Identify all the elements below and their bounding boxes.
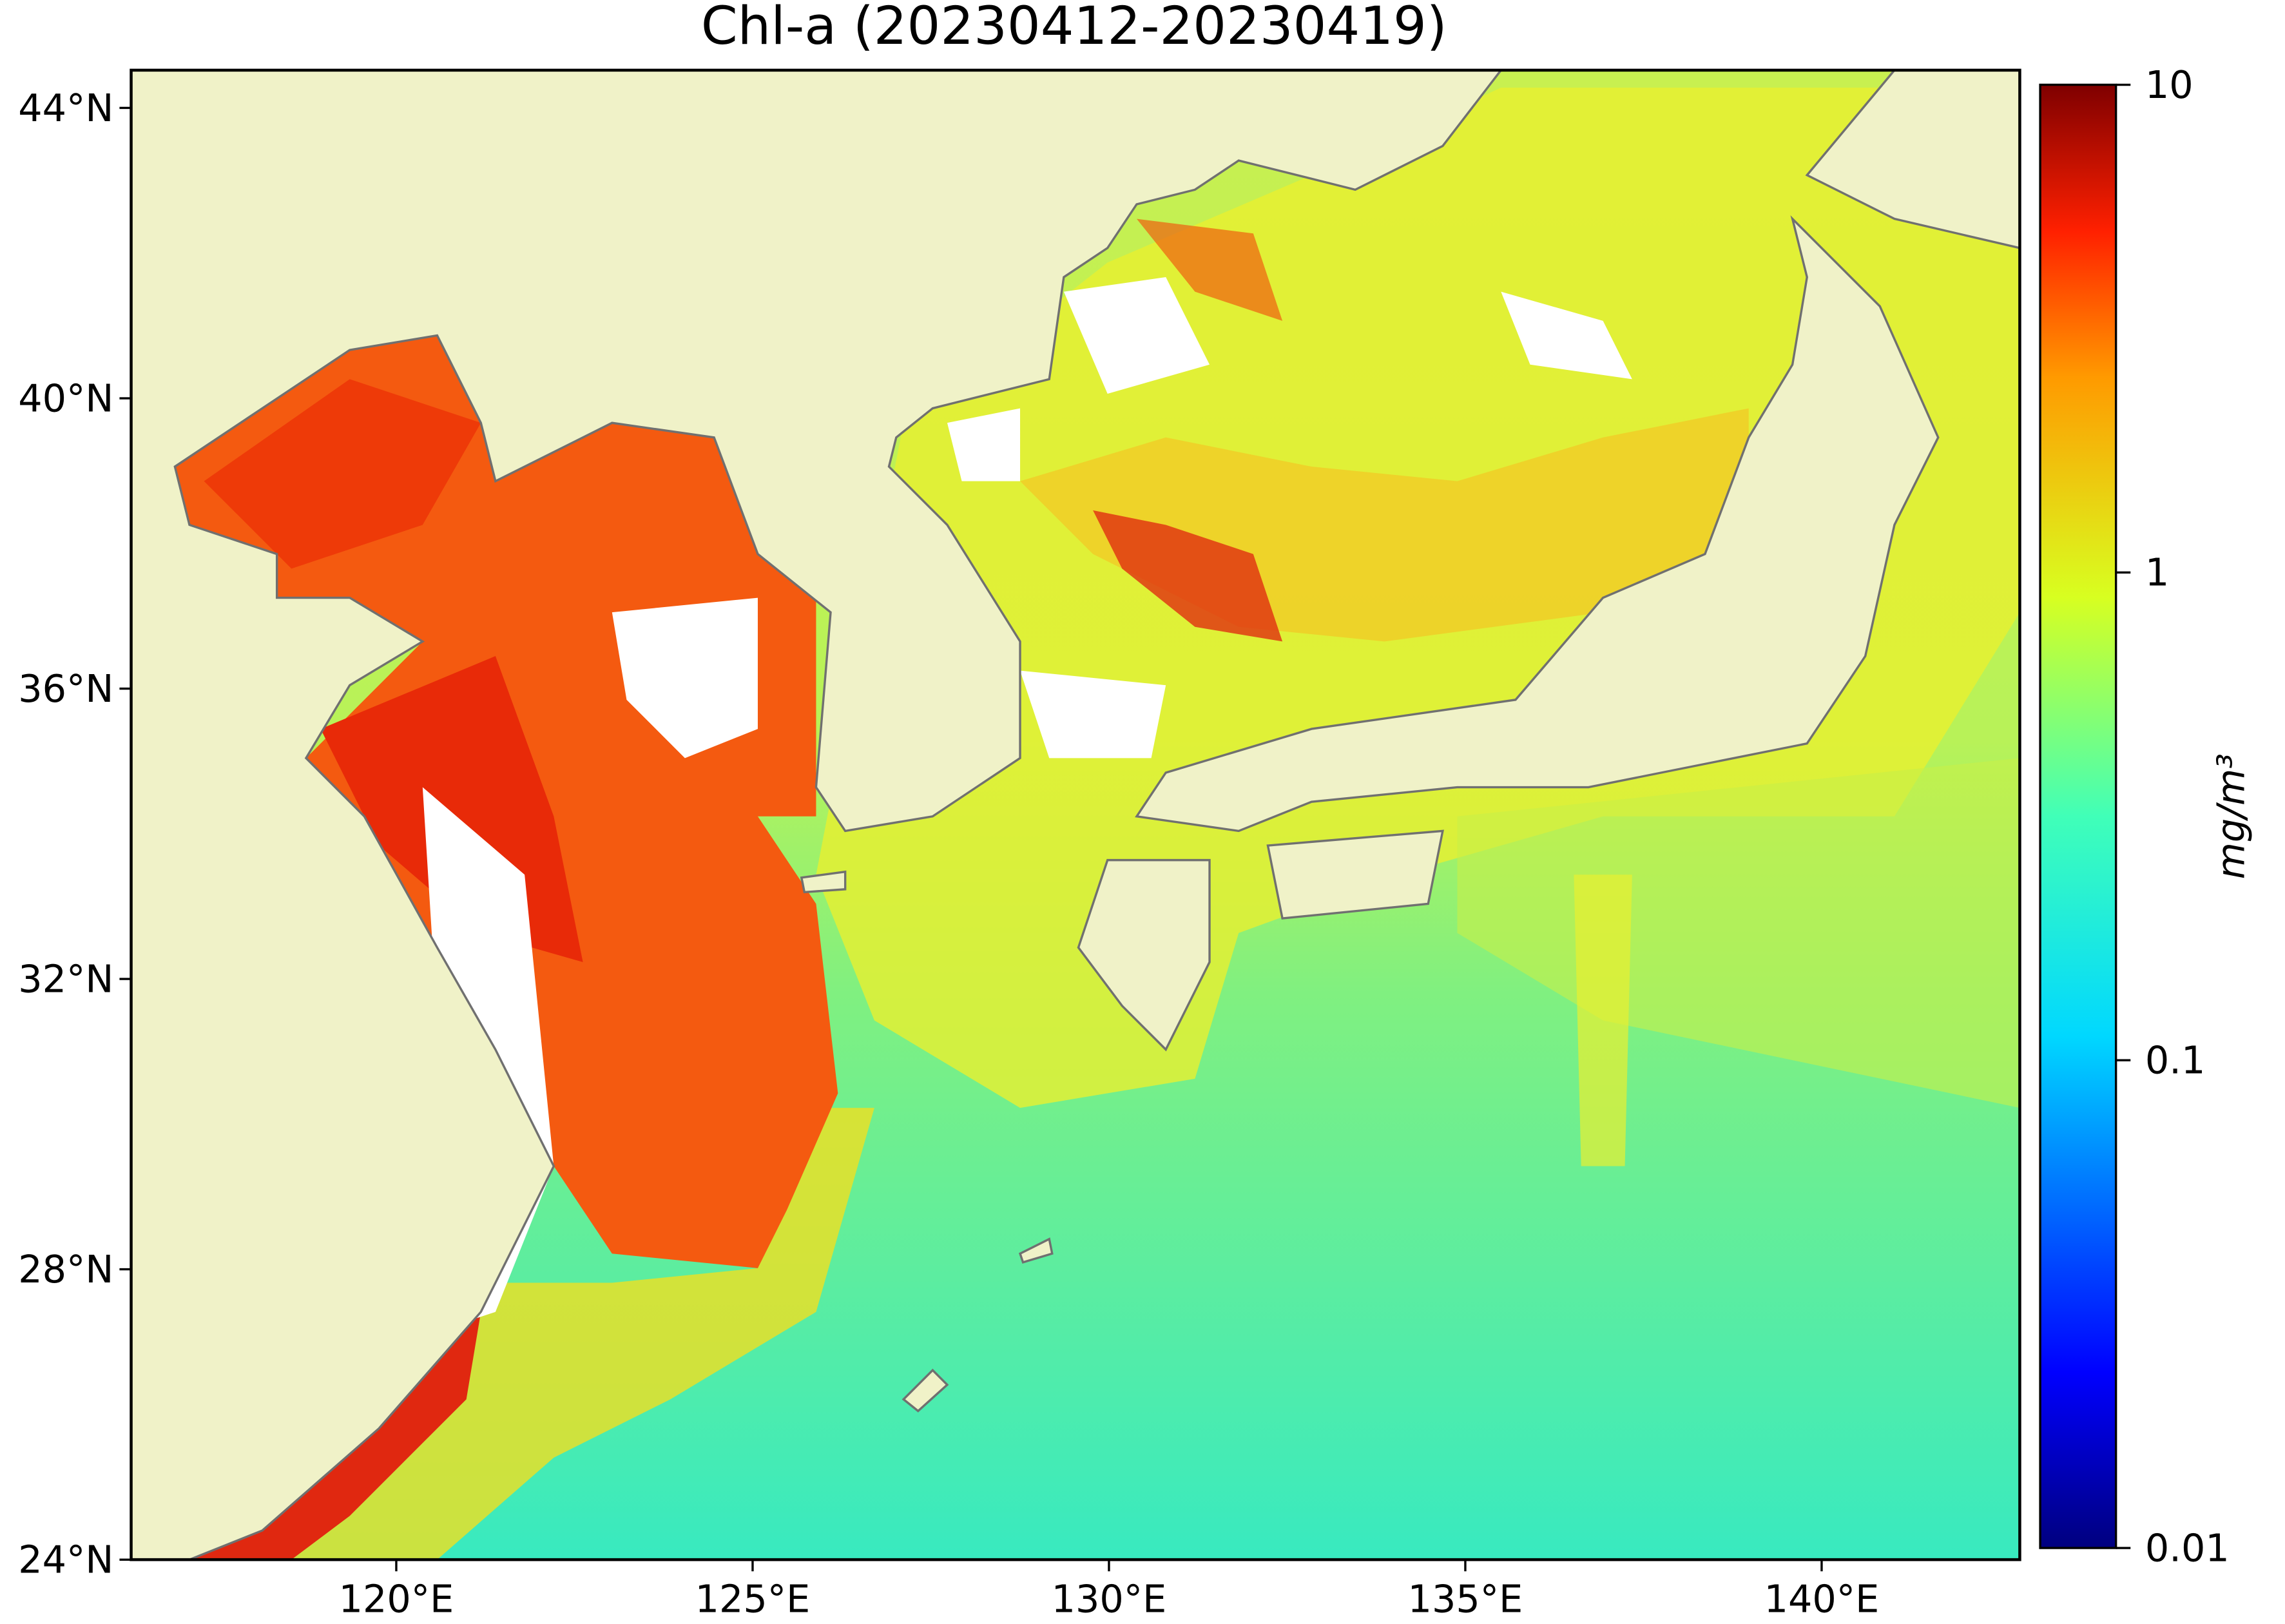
x-tick-label: 125°E — [695, 1577, 811, 1621]
y-tick-label: 28°N — [18, 1247, 113, 1291]
map-title: Chl-a (20230412-20230419) — [701, 0, 1447, 57]
y-tick-label: 36°N — [18, 666, 113, 711]
x-tick-label: 135°E — [1408, 1577, 1523, 1621]
colorbar-tick-label: 0.01 — [2145, 1525, 2230, 1570]
colorbar-tick-label: 10 — [2145, 63, 2193, 107]
x-tick-label: 130°E — [1052, 1577, 1167, 1621]
x-tick-label: 140°E — [1764, 1577, 1880, 1621]
x-tick-label: 120°E — [339, 1577, 454, 1621]
map-image — [131, 70, 2020, 1560]
y-tick-label: 44°N — [18, 86, 113, 130]
colorbar-tick-label: 0.1 — [2145, 1038, 2205, 1083]
y-tick-label: 24°N — [18, 1537, 113, 1581]
y-tick-label: 32°N — [18, 956, 113, 1001]
plot-frame — [130, 68, 2021, 1561]
y-tick-label: 40°N — [18, 376, 113, 420]
colorbar-label: mg/m³ — [2209, 753, 2253, 879]
colorbar-tick-label: 1 — [2145, 550, 2169, 595]
colorbar — [2039, 83, 2117, 1549]
